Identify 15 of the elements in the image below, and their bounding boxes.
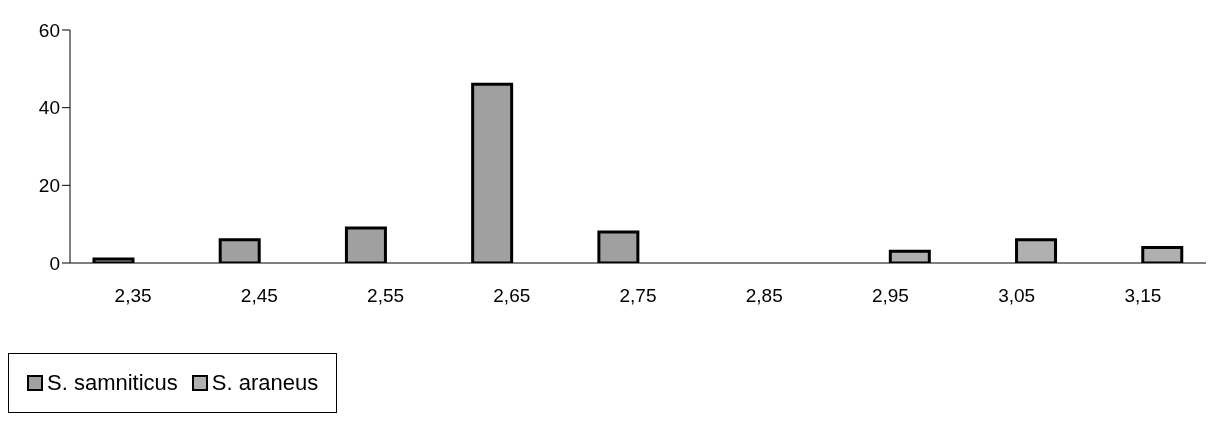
y-tick-label: 0: [49, 252, 60, 274]
x-tick-label: 2,75: [619, 285, 657, 307]
y-tick-label: 60: [38, 19, 60, 41]
y-tick-label: 40: [38, 97, 60, 119]
legend-label: S. araneus: [211, 370, 319, 396]
legend-label: S. samniticus: [47, 370, 178, 396]
x-tick-label: 2,35: [114, 285, 152, 307]
x-tick-label: 2,45: [240, 285, 278, 307]
x-tick-label: 2,95: [871, 285, 909, 307]
x-tick-label: 2,65: [493, 285, 531, 307]
x-tick-label: 2,55: [367, 285, 405, 307]
x-tick-label: 3,15: [1124, 285, 1162, 307]
x-tick-label: 3,05: [998, 285, 1036, 307]
x-tick-label: 2,85: [745, 285, 783, 307]
y-tick-label: 20: [38, 175, 60, 197]
